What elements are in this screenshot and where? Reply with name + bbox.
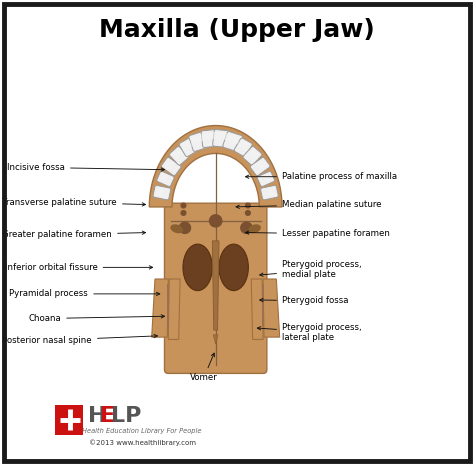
Text: E: E (100, 406, 115, 426)
FancyBboxPatch shape (191, 134, 204, 144)
Polygon shape (251, 279, 263, 339)
FancyBboxPatch shape (179, 138, 197, 157)
Text: Median palatine suture: Median palatine suture (236, 200, 382, 209)
Text: LP: LP (111, 406, 142, 426)
FancyBboxPatch shape (257, 160, 267, 170)
FancyBboxPatch shape (213, 130, 230, 147)
FancyBboxPatch shape (169, 146, 188, 165)
Ellipse shape (219, 244, 248, 291)
Polygon shape (152, 279, 168, 337)
Circle shape (210, 215, 222, 227)
FancyBboxPatch shape (204, 132, 216, 140)
Text: ©2013 www.healthlibrary.com: ©2013 www.healthlibrary.com (89, 440, 196, 446)
Polygon shape (263, 279, 280, 337)
Text: Vomer: Vomer (190, 353, 218, 382)
Polygon shape (213, 335, 218, 344)
Circle shape (246, 211, 250, 215)
FancyBboxPatch shape (157, 171, 174, 186)
Text: Pterygoid process,
lateral plate: Pterygoid process, lateral plate (257, 323, 362, 342)
Circle shape (181, 203, 186, 208)
FancyBboxPatch shape (239, 141, 249, 150)
Polygon shape (262, 284, 264, 325)
Text: Inferior orbital fissure: Inferior orbital fissure (5, 263, 153, 272)
FancyBboxPatch shape (227, 134, 240, 144)
FancyBboxPatch shape (234, 138, 252, 157)
Ellipse shape (183, 244, 212, 291)
Polygon shape (212, 241, 219, 330)
FancyBboxPatch shape (189, 132, 209, 152)
Text: Choana: Choana (28, 314, 164, 323)
FancyBboxPatch shape (250, 157, 270, 176)
Polygon shape (167, 284, 169, 325)
Polygon shape (149, 126, 282, 207)
FancyBboxPatch shape (155, 188, 164, 196)
FancyBboxPatch shape (55, 405, 83, 435)
Circle shape (246, 203, 250, 208)
FancyBboxPatch shape (182, 141, 192, 150)
Circle shape (241, 222, 252, 233)
FancyBboxPatch shape (261, 186, 278, 200)
FancyBboxPatch shape (216, 132, 228, 140)
Circle shape (179, 222, 191, 233)
Ellipse shape (248, 224, 261, 233)
Text: Maxilla (Upper Jaw): Maxilla (Upper Jaw) (99, 18, 375, 42)
FancyBboxPatch shape (153, 186, 171, 200)
FancyBboxPatch shape (223, 132, 243, 152)
FancyBboxPatch shape (173, 149, 182, 159)
FancyBboxPatch shape (243, 146, 262, 165)
Text: Greater palatine foramen: Greater palatine foramen (2, 230, 146, 239)
FancyBboxPatch shape (164, 160, 174, 170)
Text: Pyramidal process: Pyramidal process (9, 289, 160, 299)
Text: Palatine process of maxilla: Palatine process of maxilla (246, 172, 397, 181)
Ellipse shape (170, 224, 183, 233)
Text: H: H (88, 406, 106, 426)
Text: Posterior nasal spine: Posterior nasal spine (2, 334, 157, 345)
FancyBboxPatch shape (160, 174, 167, 182)
FancyBboxPatch shape (164, 203, 267, 373)
Text: Incisive fossa: Incisive fossa (7, 163, 164, 172)
FancyBboxPatch shape (249, 149, 259, 159)
FancyBboxPatch shape (268, 188, 276, 196)
Text: Lesser papatine foramen: Lesser papatine foramen (246, 229, 390, 239)
Polygon shape (168, 279, 180, 339)
Text: Pterygoid process,
medial plate: Pterygoid process, medial plate (260, 260, 362, 279)
FancyBboxPatch shape (264, 174, 272, 182)
Text: Transverse palatine suture: Transverse palatine suture (2, 198, 146, 207)
FancyBboxPatch shape (161, 157, 181, 176)
FancyBboxPatch shape (257, 171, 274, 186)
Text: Health Education Library For People: Health Education Library For People (82, 428, 202, 434)
Text: Pterygoid fossa: Pterygoid fossa (260, 296, 348, 306)
FancyBboxPatch shape (201, 130, 219, 147)
Circle shape (181, 211, 186, 215)
